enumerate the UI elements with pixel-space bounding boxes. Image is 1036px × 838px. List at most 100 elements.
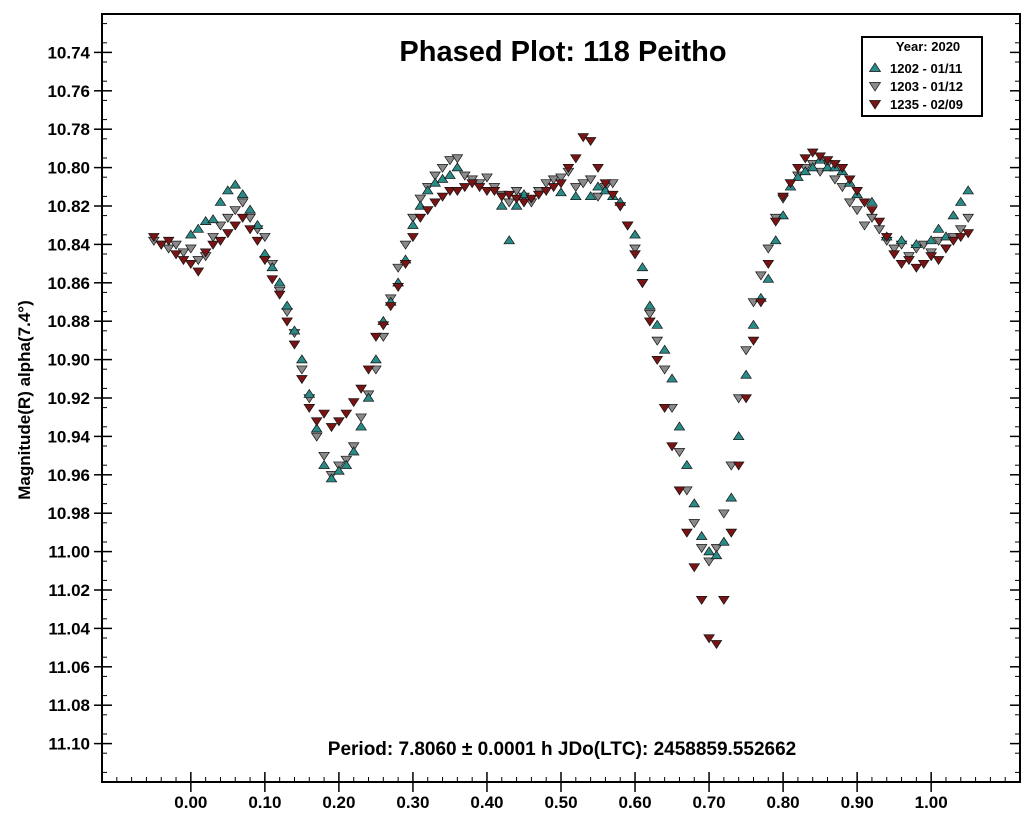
data-point [725,461,738,471]
data-point [755,298,767,308]
data-point [962,213,975,223]
data-point [222,185,234,195]
data-point [954,196,967,206]
data-point [429,198,441,208]
axes-layer: 0.00 0.10 0.20 0.30 0.40 0.50 0.60 0.70 0.80 0.90… [47,23,1020,812]
data-point [532,190,545,200]
data-point [858,198,871,208]
data-point [347,398,360,408]
data-point [681,486,693,496]
data-point [444,187,456,196]
data-point [481,187,493,196]
data-point [569,183,582,193]
data-point [806,162,819,172]
data-point [451,187,464,196]
data-point [503,235,516,245]
data-point [725,528,738,538]
data-point [866,206,878,216]
series-3 [147,133,975,650]
data-point [207,240,219,250]
data-point [866,196,878,206]
data-point [643,300,656,310]
data-point [310,423,323,433]
data-point [199,248,212,258]
data-point [962,185,975,195]
data-point [666,442,678,452]
data-point [858,221,871,231]
y-tick-label: 10.90 [47,351,90,370]
data-point [584,137,597,147]
data-point [273,290,286,300]
data-point [333,417,345,427]
data-point [414,194,427,204]
data-point [362,365,375,375]
data-point [362,392,375,402]
data-point [569,191,582,201]
chart-title: Phased Plot: 118 Peitho [399,36,726,68]
data-point [281,300,293,310]
data-point [606,179,619,189]
y-tick-label: 10.82 [47,197,90,216]
y-tick-label: 10.98 [47,504,90,523]
data-point [673,448,686,458]
data-point [784,179,797,189]
data-point [481,173,493,183]
data-point [429,171,441,181]
data-point [740,369,752,379]
data-point [147,233,160,243]
data-point [421,185,434,195]
data-point [725,492,738,502]
data-point [303,403,316,413]
data-point [414,213,427,223]
data-point [666,403,678,413]
data-point [718,536,730,546]
data-point [184,259,197,269]
data-point [895,235,908,245]
data-point [658,365,671,375]
data-point [296,375,308,385]
x-tick-label: 0.70 [693,793,726,812]
data-point [407,213,419,223]
data-point [451,154,464,164]
data-point [732,394,745,404]
data-point [703,546,715,556]
data-point [651,355,664,365]
data-point [962,229,975,239]
data-point [340,459,353,469]
data-point [688,519,701,529]
x-tick-label: 1.00 [915,793,948,812]
data-point [444,156,456,166]
data-point [495,192,508,202]
data-point [910,263,923,273]
legend-box [861,36,983,117]
data-point [710,544,723,554]
data-point [947,210,960,220]
data-point [540,187,553,196]
data-point [192,267,205,277]
data-point [318,459,330,469]
data-point [740,346,752,356]
data-point [555,179,567,189]
data-point [355,384,367,394]
data-point [510,200,523,210]
data-point [703,634,715,644]
data-point [229,206,242,216]
data-point [592,192,604,202]
data-point [718,509,730,519]
data-point [584,175,597,185]
y-tick-label: 10.92 [47,389,90,408]
data-point [629,229,641,239]
x-tick-label: 0.40 [470,793,503,812]
y-tick-label: 10.74 [47,43,90,62]
data-point [829,175,841,185]
data-point [562,163,575,173]
data-point [244,213,256,223]
data-point [421,206,434,216]
data-point [888,250,900,260]
data-point [777,210,789,220]
data-point [273,277,286,287]
data-point [392,283,404,292]
data-point [851,187,863,196]
data-point [836,163,849,173]
data-point [451,162,464,172]
